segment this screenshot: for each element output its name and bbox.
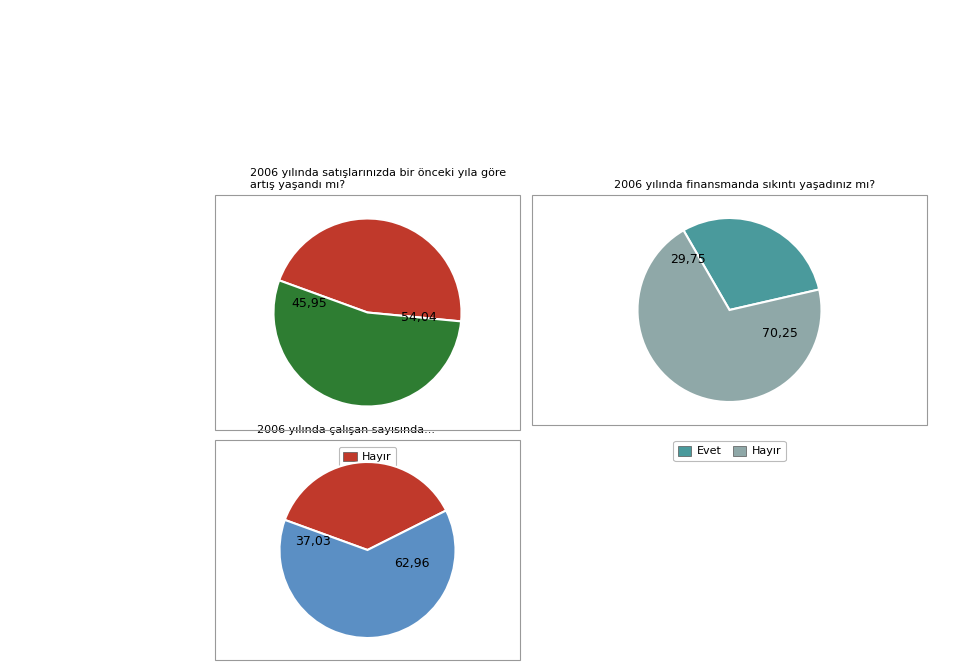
Wedge shape [285,462,446,550]
Text: 2006 yılında çalışan sayısında...: 2006 yılında çalışan sayısında... [257,425,436,435]
Wedge shape [637,230,822,402]
Wedge shape [279,219,462,321]
Text: 37,03: 37,03 [295,535,331,548]
Legend: Evet, Hayır: Evet, Hayır [673,441,785,461]
Text: 62,96: 62,96 [394,557,429,570]
Text: 70,25: 70,25 [762,327,798,340]
Wedge shape [274,280,461,407]
Wedge shape [279,511,455,638]
Text: 2006 yılında satışlarınızda bir önceki yıla göre
artış yaşandı mı?: 2006 yılında satışlarınızda bir önceki y… [250,168,506,190]
Text: 2006 yılında finansmanda sıkıntı yaşadınız mı?: 2006 yılında finansmanda sıkıntı yaşadın… [614,180,876,190]
Text: 29,75: 29,75 [670,253,706,266]
Text: 54,04: 54,04 [401,311,437,323]
Text: 45,95: 45,95 [291,297,327,309]
Wedge shape [684,218,819,310]
Legend: Hayır: Hayır [339,447,396,467]
